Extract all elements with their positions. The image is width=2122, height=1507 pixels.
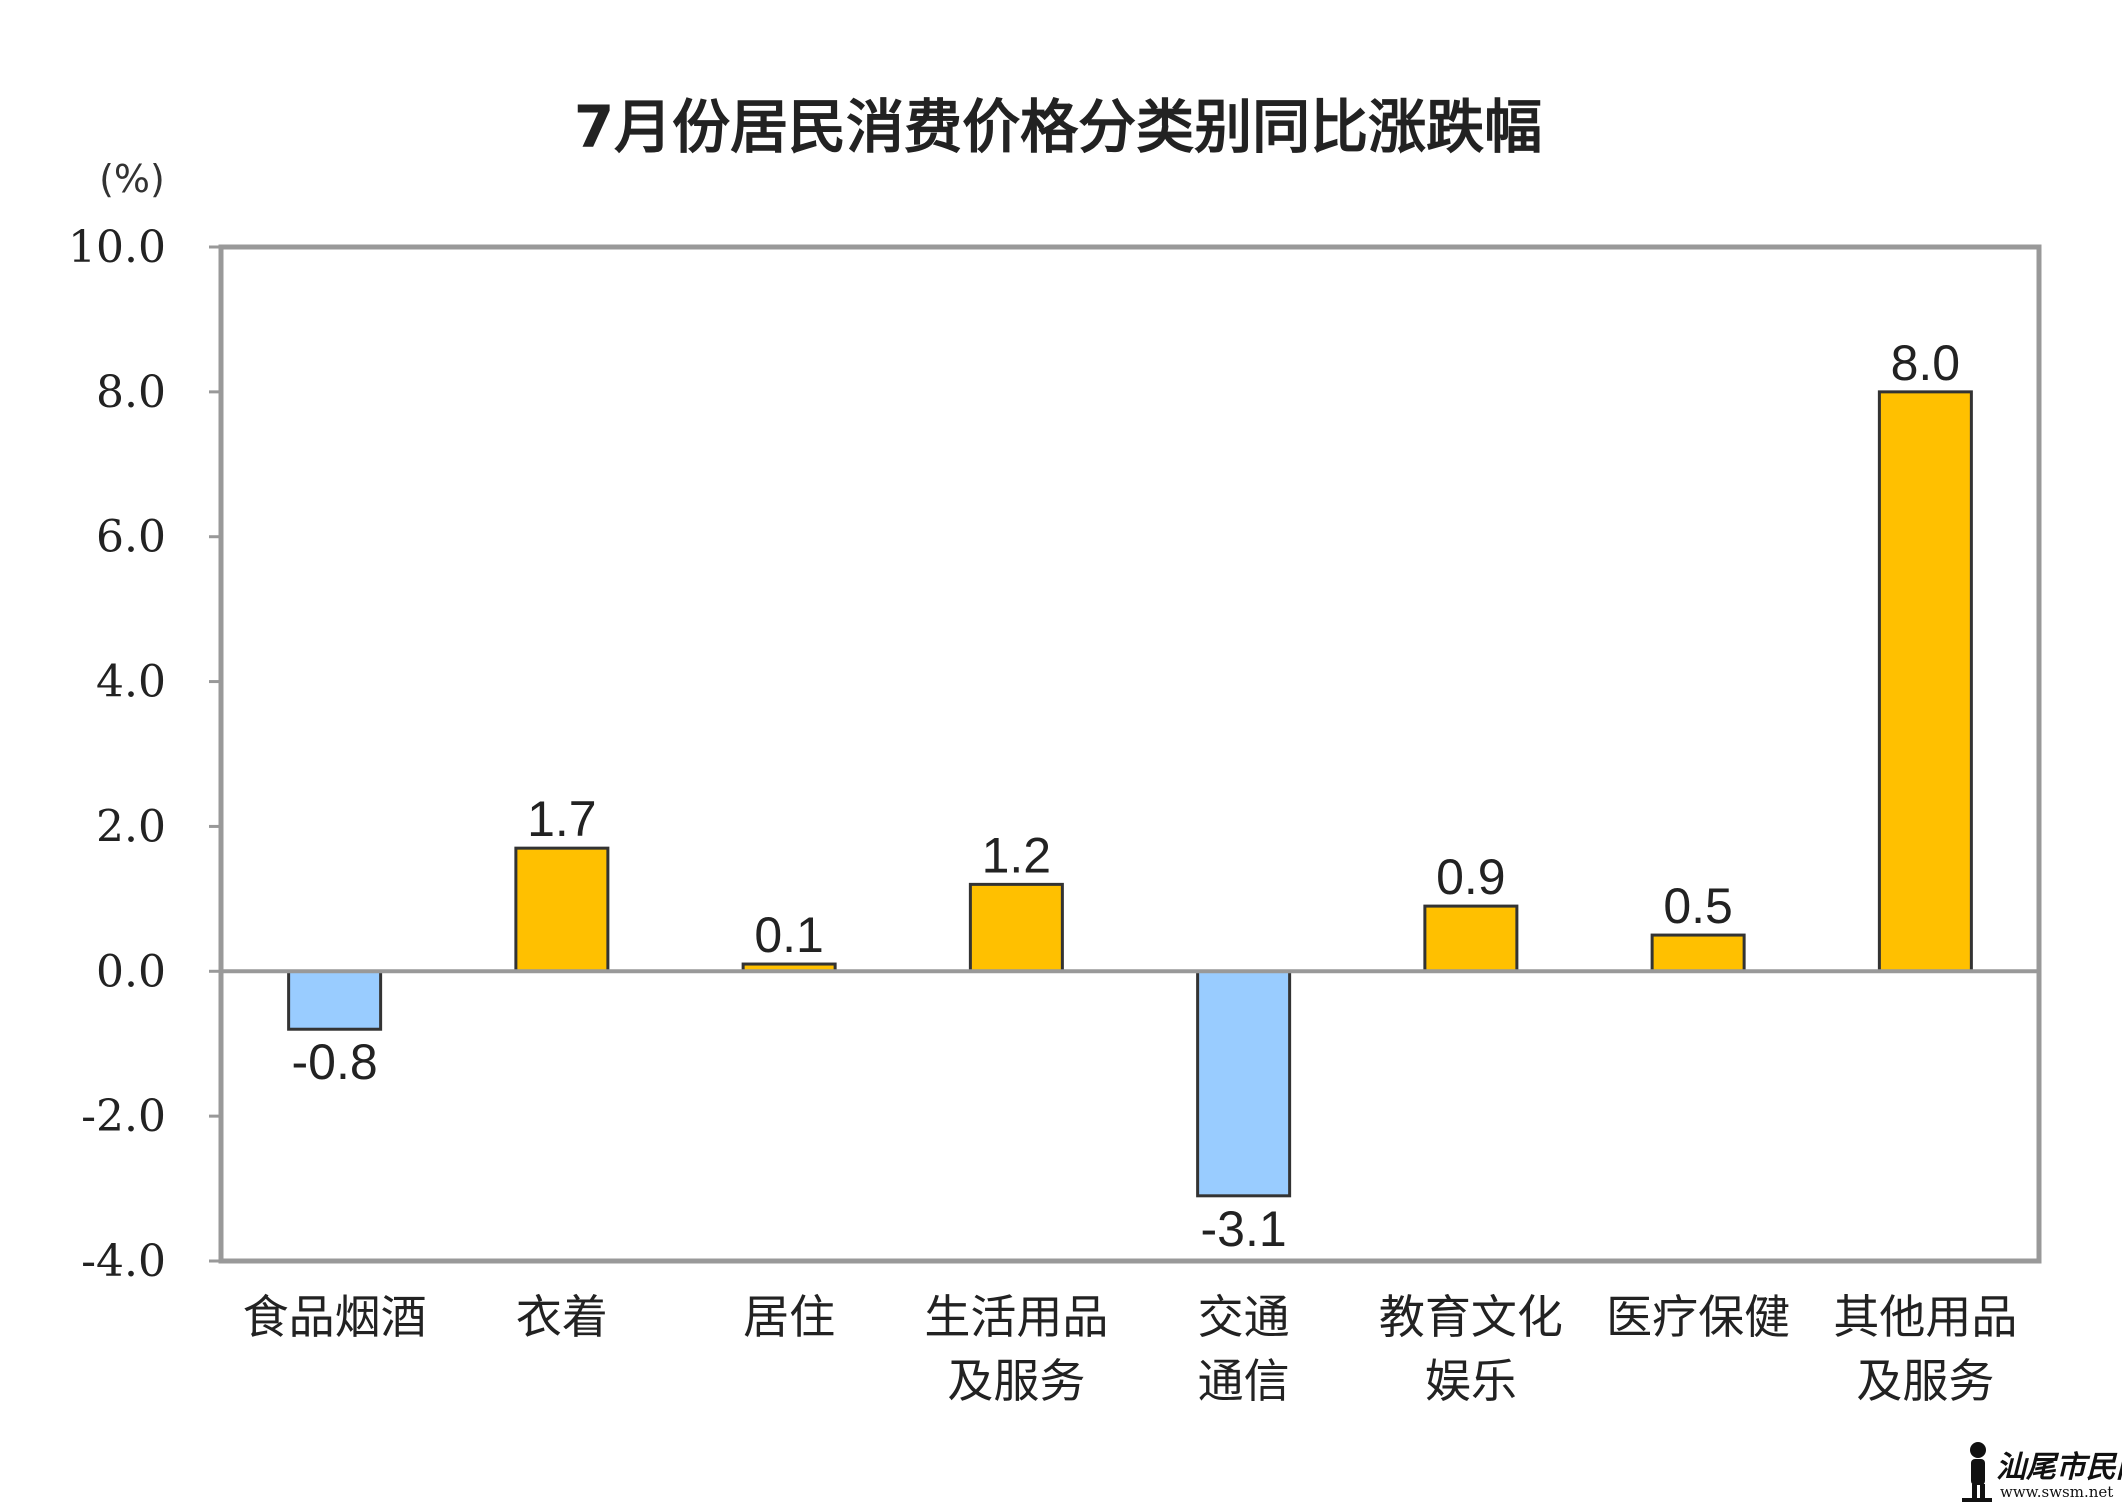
data-label: 1.7: [527, 791, 597, 847]
y-tick-label: 4.0: [96, 657, 166, 708]
chart-title: 7月份居民消费价格分类别同比涨跌幅: [574, 93, 1542, 161]
y-tick-label: 6.0: [96, 512, 166, 563]
data-label: 8.0: [1891, 335, 1961, 391]
category-label: 交通: [1198, 1290, 1290, 1344]
y-tick-label: 0.0: [96, 946, 166, 997]
category-label: 居住: [743, 1290, 835, 1344]
category-label: 及服务: [947, 1354, 1085, 1408]
data-label: -0.8: [292, 1034, 378, 1090]
category-label: 娱乐: [1425, 1354, 1517, 1408]
category-label: 衣着: [516, 1290, 608, 1344]
data-label: 0.5: [1663, 878, 1733, 934]
y-tick-label: -2.0: [81, 1091, 166, 1142]
data-label: -3.1: [1201, 1201, 1287, 1257]
category-label: 食品烟酒: [243, 1290, 427, 1344]
data-label: 1.2: [982, 827, 1052, 883]
bars: [287, 390, 1973, 1198]
data-label: 0.9: [1436, 849, 1506, 905]
bar: [1423, 904, 1519, 973]
y-axis-ticks: 10.0 8.0 6.0 4.0 2.0 0.0 -2.0 -4.0: [68, 222, 221, 1287]
data-label: 0.1: [754, 907, 824, 963]
watermark-text: 汕尾市民网: [1996, 1450, 2122, 1485]
y-tick-label: -4.0: [81, 1236, 166, 1287]
bar: [514, 846, 610, 973]
bar: [1650, 933, 1746, 973]
category-label: 及服务: [1856, 1354, 1994, 1408]
y-tick-label: 2.0: [96, 801, 166, 852]
bar: [1196, 969, 1292, 1198]
y-axis-unit: (%): [99, 157, 165, 201]
watermark-url: www.swsm.net: [2000, 1483, 2113, 1501]
bar: [1877, 390, 1973, 973]
y-tick-label: 10.0: [68, 222, 166, 273]
person-icon: [1962, 1442, 1992, 1502]
watermark: 汕尾市民网 www.swsm.net: [1962, 1442, 2122, 1502]
bar: [287, 969, 383, 1031]
category-label: 医疗保健: [1606, 1290, 1790, 1344]
category-label: 生活用品: [924, 1290, 1108, 1344]
y-tick-label: 8.0: [96, 367, 166, 418]
category-label: 通信: [1198, 1354, 1290, 1408]
data-labels: -0.8 1.7 0.1 1.2 -3.1 0.9 0.5 8.0: [292, 335, 1961, 1257]
category-label: 其他用品: [1833, 1290, 2017, 1344]
category-label: 教育文化: [1379, 1290, 1563, 1344]
plot-frame: [218, 244, 2042, 1264]
bar: [968, 882, 1064, 973]
